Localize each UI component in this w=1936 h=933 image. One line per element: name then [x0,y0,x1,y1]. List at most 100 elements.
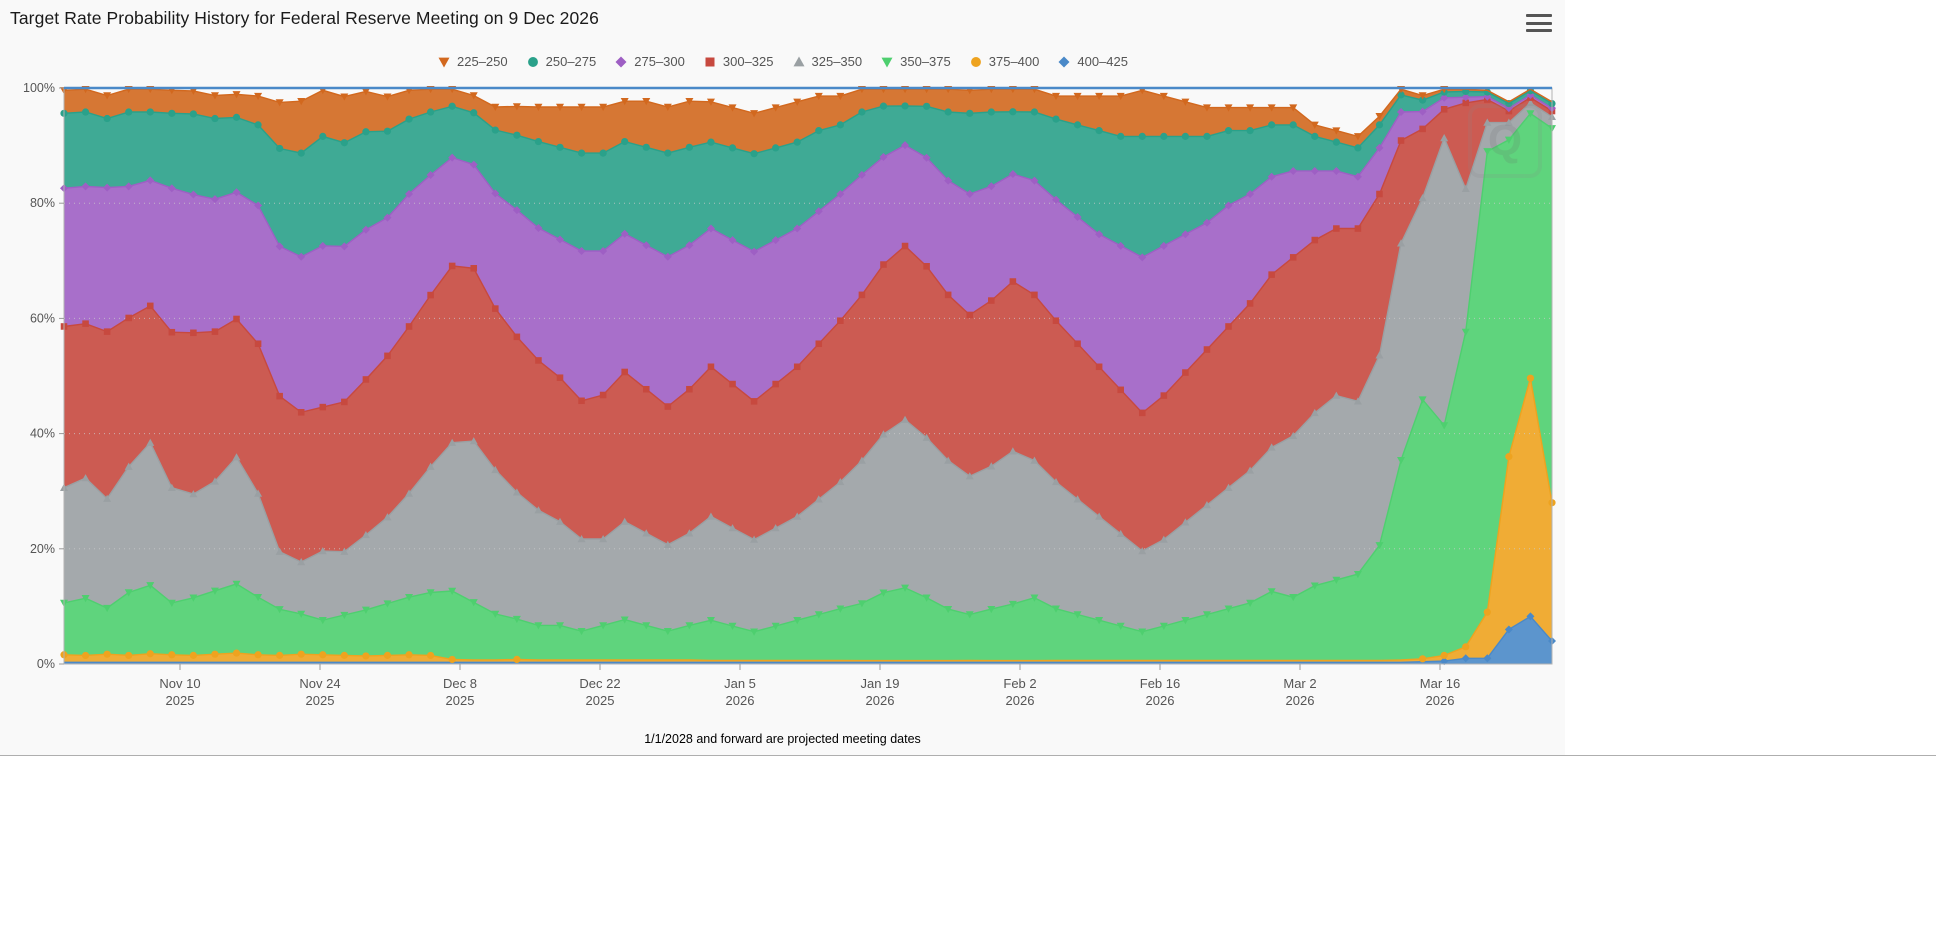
marker-350-375 [491,610,500,618]
y-axis-label: 100% [23,81,55,95]
marker-225-250 [1353,133,1362,141]
x-axis-label-year: 2025 [166,693,195,708]
marker-325-350 [793,512,802,520]
marker-300-325 [1052,317,1060,324]
marker-225-250 [836,92,845,101]
marker-300-325 [923,263,930,270]
marker-350-375 [1310,582,1319,590]
legend-label: 275–300 [634,54,685,69]
area-300-325 [64,97,1552,562]
marker-250-275 [1095,127,1103,135]
marker-250-275 [1332,138,1340,146]
marker-300-325 [1225,323,1232,330]
marker-275-300 [1397,107,1406,116]
marker-350-375 [1504,136,1513,144]
marker-275-300 [1202,218,1211,227]
marker-225-250 [1224,104,1233,112]
export-menu-button[interactable] [1526,12,1552,34]
legend-item-375-400[interactable]: 375–400 [969,54,1040,69]
marker-325-350 [965,472,974,480]
marker-275-300 [448,153,457,162]
marker-300-325 [1246,300,1254,307]
marker-225-250 [1202,104,1211,112]
legend-item-325-350[interactable]: 325–350 [792,54,862,69]
marker-225-250 [1159,92,1168,101]
legend-item-400-425[interactable]: 400–425 [1057,54,1128,69]
line-250-275 [63,89,1553,155]
marker-225-250 [685,98,694,106]
marker-350-375 [448,587,457,596]
marker-350-375 [383,600,392,608]
marker-275-300 [1461,93,1470,102]
marker-300-325 [1354,225,1362,232]
marker-250-275 [427,108,435,116]
marker-300-325 [82,320,89,327]
marker-225-250 [361,88,370,96]
marker-350-375 [706,617,715,625]
area-325-350 [64,102,1552,632]
marker-350-375 [901,584,910,592]
marker-275-300 [512,206,521,215]
marker-375-400 [211,650,219,658]
marker-325-350 [1159,535,1168,543]
marker-250-275 [1375,121,1384,129]
marker-275-300 [426,170,435,179]
marker-350-375 [405,593,414,602]
legend-item-250-275[interactable]: 250–275 [526,54,596,69]
marker-300-325 [276,392,283,400]
marker-225-250 [1073,92,1082,101]
marker-225-250 [469,92,478,100]
legend-item-300-325[interactable]: 300–325 [703,54,774,69]
marker-300-325 [621,368,628,376]
marker-250-275 [966,109,974,117]
chart-plot-area[interactable]: 0% 20% 40% 60% 80% 100% Nov 10 2025 Nov 24 2025 De… [0,0,1565,755]
marker-325-350 [189,490,198,498]
marker-325-350 [512,488,521,496]
diamond-legend-marker-icon [615,56,627,67]
marker-350-375 [103,604,112,613]
legend-item-225-250[interactable]: 225–250 [437,54,508,69]
marker-250-275 [1009,108,1017,116]
marker-250-275 [1117,132,1125,140]
marker-325-350 [340,547,349,555]
square-legend-marker-icon [705,56,715,67]
marker-325-350 [361,530,370,539]
marker-325-350 [836,477,845,486]
marker-350-375 [512,615,521,624]
marker-350-375 [771,622,780,630]
markers-350-375 [60,110,1556,636]
marker-350-375 [1181,617,1190,625]
marker-325-350 [1008,447,1017,455]
marker-325-350 [1202,501,1211,509]
marker-350-375 [1030,594,1039,602]
marker-350-375 [167,599,176,607]
legend-item-350-375[interactable]: 350–375 [880,54,951,69]
legend-item-275-300[interactable]: 275–300 [614,54,685,69]
marker-325-350 [1375,351,1384,359]
line-300-325 [63,96,1553,414]
marker-350-375 [577,627,586,636]
marker-325-350 [1289,431,1298,440]
marker-300-325 [1138,409,1146,417]
legend-label: 375–400 [988,54,1040,69]
marker-300-325 [1311,236,1319,244]
marker-375-400 [232,649,241,657]
marker-250-275 [879,102,888,110]
marker-350-375 [81,595,90,603]
marker-275-300 [1267,172,1276,181]
marker-250-275 [1203,132,1211,140]
marker-325-350 [491,465,500,474]
marker-250-275 [146,108,154,116]
marker-300-325 [168,328,176,336]
marker-250-275 [750,150,758,158]
area-350-375 [64,113,1552,661]
marker-325-350 [1138,547,1147,555]
marker-225-250 [512,103,521,111]
footer-note: 1/1/2028 and forward are projected meeti… [644,732,921,746]
marker-350-375 [426,589,435,597]
line-325-350 [63,102,1553,563]
marker-350-375 [210,587,219,595]
marker-350-375 [857,600,866,608]
marker-250-275 [254,121,262,129]
marker-300-325 [880,261,887,268]
